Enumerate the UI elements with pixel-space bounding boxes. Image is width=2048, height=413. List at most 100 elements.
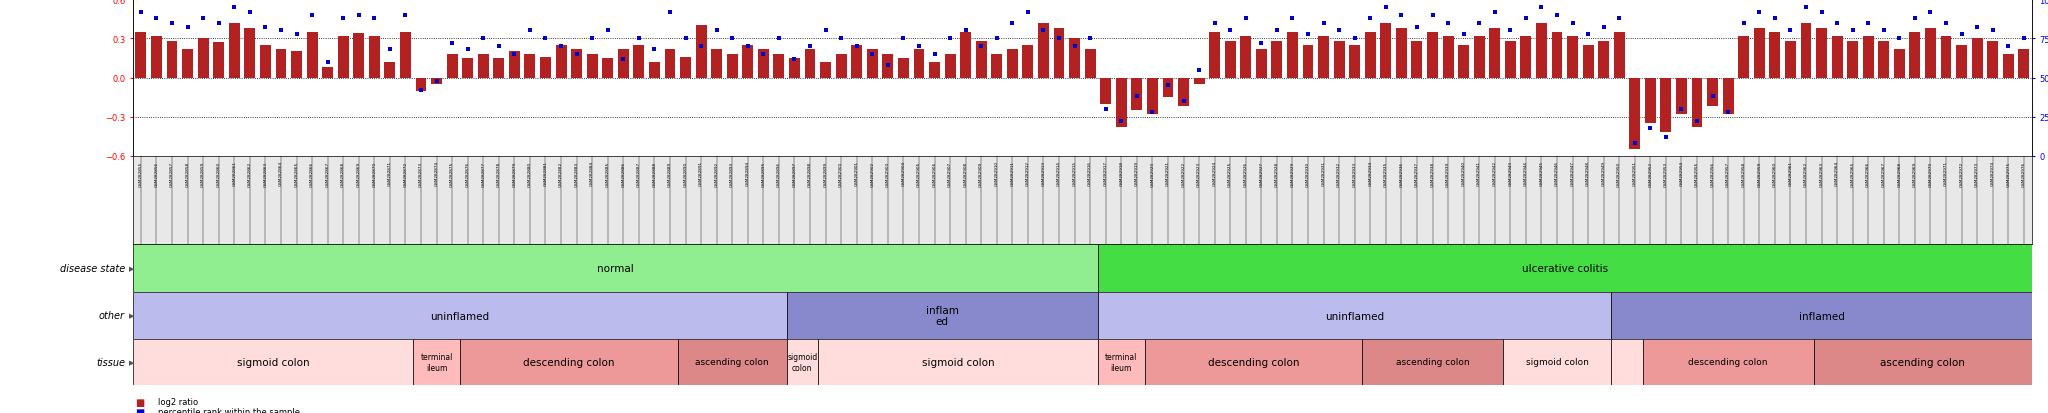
Bar bbox=[1597, 42, 1610, 78]
Bar bbox=[461, 339, 678, 385]
Bar bbox=[229, 24, 240, 78]
Text: GSM282932: GSM282932 bbox=[1337, 161, 1341, 186]
Bar bbox=[1145, 339, 1362, 385]
Point bbox=[217, 5, 250, 11]
Point bbox=[1665, 106, 1698, 113]
Text: GSM282894: GSM282894 bbox=[745, 161, 750, 186]
Bar bbox=[913, 50, 924, 78]
Bar bbox=[213, 43, 223, 78]
Text: GSM282858: GSM282858 bbox=[186, 161, 190, 186]
Text: GSM282958: GSM282958 bbox=[1741, 161, 1745, 186]
Point bbox=[918, 52, 950, 58]
Bar bbox=[432, 78, 442, 85]
Text: descending colon: descending colon bbox=[1688, 358, 1767, 367]
Text: GSM282892: GSM282892 bbox=[715, 161, 719, 186]
Bar bbox=[1286, 33, 1298, 78]
Bar bbox=[1864, 36, 1874, 78]
Bar bbox=[852, 46, 862, 78]
Point bbox=[965, 44, 997, 50]
Bar bbox=[1397, 29, 1407, 78]
Text: GSM282899: GSM282899 bbox=[823, 161, 827, 186]
Point bbox=[1804, 9, 1837, 16]
Bar bbox=[1303, 46, 1313, 78]
Point bbox=[1012, 9, 1044, 16]
Point bbox=[436, 40, 469, 47]
Bar bbox=[788, 59, 801, 78]
Bar bbox=[1069, 39, 1079, 78]
Text: GSM282877: GSM282877 bbox=[481, 161, 485, 186]
Text: GSM282952: GSM282952 bbox=[1649, 161, 1653, 186]
Bar bbox=[1489, 29, 1501, 78]
Bar bbox=[1661, 78, 1671, 133]
Bar bbox=[1815, 339, 2032, 385]
Text: GSM282889: GSM282889 bbox=[668, 161, 672, 186]
Point bbox=[1618, 141, 1651, 147]
Bar bbox=[664, 50, 676, 78]
Point bbox=[762, 36, 795, 43]
Bar bbox=[322, 68, 334, 78]
Text: GSM282929: GSM282929 bbox=[1290, 161, 1294, 186]
Bar bbox=[786, 339, 817, 385]
Bar bbox=[276, 50, 287, 78]
Text: GSM282940: GSM282940 bbox=[1462, 161, 1466, 186]
Text: GSM282928: GSM282928 bbox=[1276, 161, 1278, 186]
Point bbox=[528, 36, 561, 43]
Point bbox=[1790, 5, 1823, 11]
Text: GSM282954: GSM282954 bbox=[1679, 161, 1683, 186]
Text: GSM282873: GSM282873 bbox=[420, 161, 424, 186]
Point bbox=[1137, 109, 1169, 116]
Bar bbox=[1786, 42, 1796, 78]
Text: GSM282967: GSM282967 bbox=[1882, 161, 1886, 186]
Point bbox=[406, 88, 438, 94]
Point bbox=[1370, 5, 1403, 11]
Text: GSM282960: GSM282960 bbox=[1774, 161, 1778, 186]
Bar bbox=[1708, 78, 1718, 107]
Bar bbox=[633, 46, 645, 78]
Text: GSM282883: GSM282883 bbox=[575, 161, 580, 186]
Point bbox=[328, 16, 360, 22]
Text: GSM282946: GSM282946 bbox=[1554, 161, 1559, 186]
Bar bbox=[1612, 292, 2032, 339]
Bar bbox=[416, 78, 426, 91]
Text: GSM282863: GSM282863 bbox=[264, 161, 268, 186]
Bar bbox=[338, 36, 348, 78]
Text: GSM282880: GSM282880 bbox=[528, 161, 532, 186]
Point bbox=[295, 12, 328, 19]
Text: GSM282907: GSM282907 bbox=[948, 161, 952, 186]
Point bbox=[684, 44, 717, 50]
Bar bbox=[1520, 36, 1532, 78]
Bar bbox=[1427, 33, 1438, 78]
Bar bbox=[1769, 33, 1780, 78]
Point bbox=[623, 36, 655, 43]
Bar bbox=[1612, 339, 1642, 385]
Bar bbox=[1178, 78, 1190, 107]
Point bbox=[1073, 36, 1106, 43]
Point bbox=[125, 9, 158, 16]
Text: GSM282918: GSM282918 bbox=[1120, 161, 1122, 186]
Text: GSM282900: GSM282900 bbox=[840, 161, 844, 186]
Bar bbox=[1319, 36, 1329, 78]
Point bbox=[1229, 16, 1262, 22]
Bar bbox=[1008, 50, 1018, 78]
Bar bbox=[1380, 24, 1391, 78]
Text: GSM282875: GSM282875 bbox=[451, 161, 455, 186]
Text: GSM282856: GSM282856 bbox=[154, 161, 158, 186]
Text: GSM282926: GSM282926 bbox=[1243, 161, 1247, 186]
Text: GSM282901: GSM282901 bbox=[854, 161, 858, 186]
Point bbox=[1929, 20, 1962, 27]
Point bbox=[1384, 12, 1417, 19]
Text: GSM282882: GSM282882 bbox=[559, 161, 563, 186]
Text: GSM282957: GSM282957 bbox=[1726, 161, 1731, 186]
Bar bbox=[758, 50, 768, 78]
Bar bbox=[166, 42, 178, 78]
Point bbox=[795, 44, 827, 50]
Text: GSM282921: GSM282921 bbox=[1165, 161, 1169, 186]
Text: GSM282867: GSM282867 bbox=[326, 161, 330, 186]
Point bbox=[1993, 44, 2025, 50]
Bar bbox=[1630, 78, 1640, 150]
Point bbox=[498, 52, 530, 58]
Bar bbox=[1116, 78, 1126, 128]
Text: GSM282876: GSM282876 bbox=[465, 161, 469, 186]
Bar bbox=[1956, 46, 1966, 78]
Text: GSM282861: GSM282861 bbox=[231, 161, 236, 186]
